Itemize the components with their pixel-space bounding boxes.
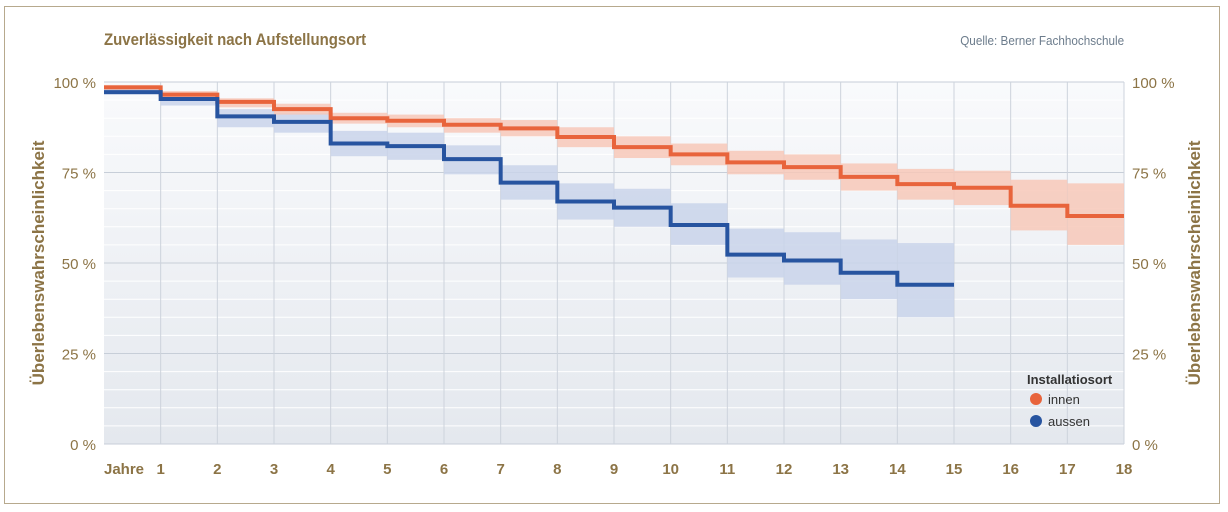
x-tick-label: 16 [1002,461,1019,478]
survival-lines [104,85,1124,287]
x-tick-label: 4 [326,461,335,478]
y-axis-label-left: Überlebenswahrscheinlichkeit [29,140,48,385]
source-note: Quelle: Berner Fachhochschule [960,33,1124,48]
x-tick-label: 3 [270,461,278,478]
chart-title: Zuverlässigkeit nach Aufstellungsort [104,30,367,49]
series-line-innen [104,85,1124,218]
x-tick-label: 2 [213,461,221,478]
y-tick-label: 100 % [1132,75,1175,92]
x-tick-label: 8 [553,461,561,478]
x-ticks: 1 2 3 4 5 6 7 8 9 10 11 12 13 14 15 16 17 18 [156,461,1132,478]
x-tick-label: 5 [383,461,391,478]
y-ticks-right: 0 % 25 % 50 % 75 % 100 % [1132,75,1175,454]
x-tick-label: 15 [946,461,963,478]
x-axis-label: Jahre [104,461,144,478]
x-tick-label: 18 [1116,461,1133,478]
y-tick-label: 0 % [70,437,96,454]
legend-label-aussen: aussen [1048,414,1090,429]
y-tick-label: 25 % [1132,347,1166,364]
x-tick-label: 9 [610,461,618,478]
x-tick-label: 6 [440,461,448,478]
legend-swatch-innen [1030,393,1042,405]
x-tick-label: 13 [832,461,849,478]
y-ticks-left: 0 % 25 % 50 % 75 % 100 % [53,75,96,454]
legend-swatch-aussen [1030,415,1042,427]
y-axis-label-right: Überlebenswahrscheinlichkeit [1185,140,1204,385]
series-line-aussen [104,90,954,287]
x-tick-label: 1 [156,461,164,478]
x-tick-label: 14 [889,461,906,478]
legend-label-innen: innen [1048,392,1080,407]
y-tick-label: 75 % [1132,166,1166,183]
y-tick-label: 100 % [53,75,96,92]
band-aussen [840,239,898,300]
y-tick-label: 0 % [1132,437,1158,454]
band-aussen [897,243,954,318]
y-tick-label: 75 % [62,166,96,183]
y-tick-label: 25 % [62,347,96,364]
x-tick-label: 10 [662,461,679,478]
x-tick-label: 12 [776,461,793,478]
legend: Installatiosort innen aussen [1027,372,1113,429]
x-tick-label: 11 [719,461,735,478]
legend-title: Installatiosort [1027,372,1113,387]
y-tick-label: 50 % [62,256,96,273]
y-tick-label: 50 % [1132,256,1166,273]
x-tick-label: 7 [496,461,504,478]
x-tick-label: 17 [1059,461,1076,478]
